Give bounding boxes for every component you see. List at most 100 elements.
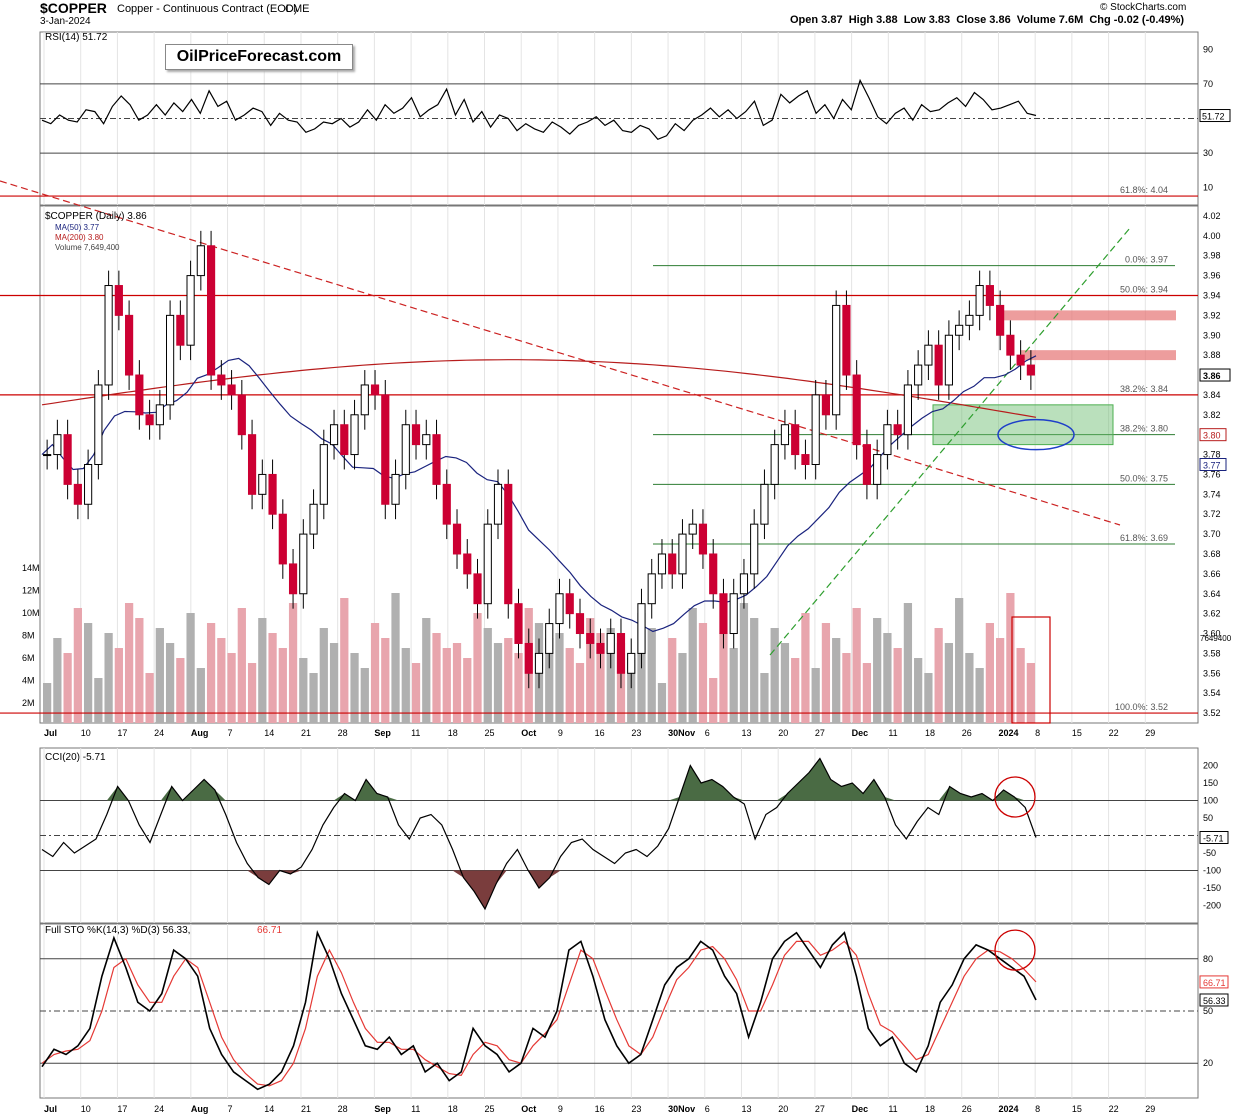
candle-body [1006,334,1015,356]
sto-k-badge [1199,993,1229,1007]
sto-k-line [41,930,1037,1091]
x-tick-label: 18 [925,728,935,738]
candle-body [504,483,513,605]
volume-bar [739,603,749,723]
x-tick-label: 15 [1072,728,1082,738]
candle-body [637,603,646,654]
volume-legend: Volume 7,649,400 [55,243,120,252]
volume-bar [63,653,72,723]
x-tick-label-bottom: 13 [741,1104,751,1114]
volume-bar [903,603,913,723]
volume-tick-label: 6M [22,653,35,663]
candle-body [842,304,851,376]
x-tick-label: 18 [448,728,458,738]
x-tick-label: 14 [264,728,274,738]
candle-body [791,424,800,456]
candle-body [381,394,390,505]
x-tick-label-bottom: 21 [301,1104,311,1114]
x-tick-label: Sep [374,728,391,738]
x-tick-label: 29 [1145,728,1155,738]
x-tick-label: 26 [962,728,972,738]
volume-bar [924,673,933,723]
volume-bar [668,638,677,723]
x-tick-label: 23 [631,728,641,738]
x-tick-label-bottom: 23 [631,1104,641,1114]
candle-body [596,642,605,654]
resistance-box-lower [1020,350,1176,361]
volume-bar [575,663,585,723]
chart-exchange: CME [285,3,310,15]
x-tick-label-bottom: 26 [962,1104,972,1114]
volume-bar [473,613,482,723]
x-tick-label: 6 [705,728,710,738]
price-tick-label: 3.62 [1203,609,1221,619]
fib-label: 61.8%: 4.04 [1120,185,1168,195]
volume-bar [288,603,298,723]
volume-bar [247,663,257,723]
volume-tick-label: 10M [22,608,40,618]
cci-tick-label: 100 [1203,796,1218,806]
volume-bar [381,638,390,723]
x-tick-label: 25 [485,728,495,738]
price-tick-label: 3.92 [1203,310,1221,320]
sto-tick-label: 20 [1203,1058,1213,1068]
volume-bar [196,668,205,723]
fib-label: 0.0%: 3.97 [1125,255,1168,265]
volume-tick-label: 14M [22,563,40,573]
candle-body [709,553,718,595]
cci-tick-label: 200 [1203,761,1218,771]
volume-bar [688,608,697,723]
candle-body [53,434,62,456]
sto-d-badge [1199,975,1229,989]
volume-bar [299,658,308,723]
price-label: $COPPER (Daily) 3.86 [45,211,147,222]
volume-bar [832,638,841,723]
uptrend-line [769,227,1131,656]
candle-body [196,245,205,277]
resistance-box-upper [1002,310,1176,321]
candle-body [719,593,728,635]
cci-tick-label: -200 [1203,901,1221,911]
candle-body [862,444,872,485]
price-tick-label: 3.78 [1203,450,1221,460]
volume-bar [217,638,226,723]
ma200-line [41,359,1037,418]
support-zone [932,404,1114,446]
candle-body [944,334,953,386]
x-tick-label: 17 [117,728,127,738]
sto-d-label: 66.71 [257,925,282,936]
volume-bar [176,658,185,723]
candle-body [616,633,626,674]
volume-bar [862,663,872,723]
price-tick-label: 3.60 [1203,629,1221,639]
sto-d-line [41,940,1037,1087]
candle-body [821,394,831,416]
volume-bar [432,633,441,723]
candle-body [340,424,349,456]
cci-tick-label: 50 [1203,813,1213,823]
price-tick-label: 4.00 [1203,231,1221,241]
candle-body [237,394,246,436]
ma50-last-value: 3.77 [1203,461,1221,471]
x-tick-label-bottom: 20 [778,1104,788,1114]
candle-body [965,314,974,326]
candle-body [586,633,595,644]
candle-body [985,285,994,306]
price-tick-label: 3.58 [1203,648,1221,658]
volume-bar [135,618,144,723]
candle-body [473,573,482,605]
volume-bar [965,653,974,723]
candle-body [463,553,472,575]
volume-bar [104,633,113,723]
candle-body [524,642,533,674]
volume-bar [873,618,882,723]
x-tick-label-bottom: 18 [448,1104,458,1114]
volume-bar [678,653,687,723]
candle-body [811,394,820,465]
x-tick-label-bottom: 2024 [998,1104,1018,1114]
last-close-value: 3.86 [1203,371,1221,381]
volume-bar [237,608,246,723]
candle-body [176,314,185,346]
volume-tick-label: 12M [22,586,40,596]
ohlc-summary: Open 3.87 High 3.88 Low 3.83 Close 3.86 … [790,14,1185,26]
